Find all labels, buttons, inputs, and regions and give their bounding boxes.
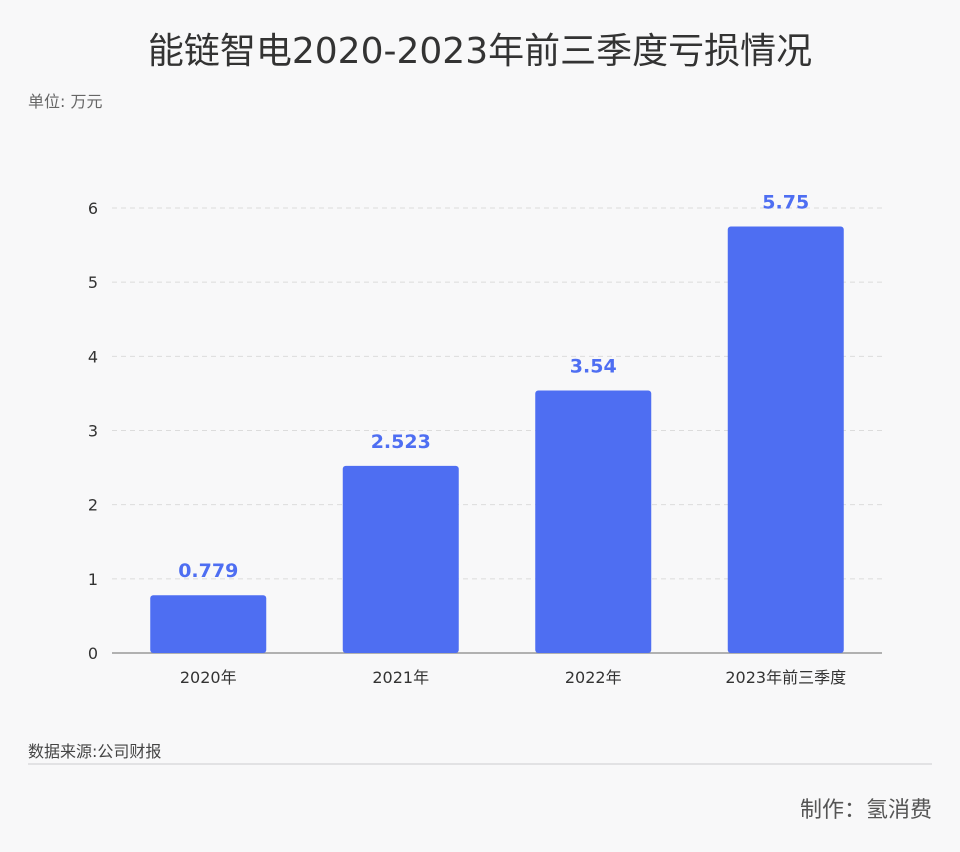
y-tick-label: 1 xyxy=(88,570,98,589)
bar-chart: 0 1 2 3 4 5 6 0.779 2020年 2.523 2021年 3.54 2022年 5.75… xyxy=(88,192,882,687)
footer-divider xyxy=(28,763,932,765)
bar xyxy=(342,465,459,653)
bar xyxy=(727,226,844,653)
unit-label: 单位: 万元 xyxy=(28,92,103,111)
y-tick-label: 6 xyxy=(88,199,98,218)
y-tick-label: 3 xyxy=(88,422,98,441)
bar xyxy=(535,390,652,653)
y-tick-label: 5 xyxy=(88,273,98,292)
data-source-label: 数据来源:公司财报 xyxy=(28,742,162,761)
data-label: 2.523 xyxy=(371,431,431,453)
x-tick-label: 2022年 xyxy=(565,668,622,687)
data-label: 0.779 xyxy=(178,560,238,582)
chart-title: 能链智电2020-2023年前三季度亏损情况 xyxy=(147,31,813,72)
data-label: 5.75 xyxy=(762,192,809,214)
data-label: 3.54 xyxy=(570,355,617,377)
x-tick-label: 2020年 xyxy=(180,668,237,687)
y-tick-label: 4 xyxy=(88,347,98,366)
x-tick-label: 2023年前三季度 xyxy=(725,668,846,687)
bar xyxy=(150,595,267,653)
x-tick-label: 2021年 xyxy=(372,668,429,687)
y-tick-label: 0 xyxy=(88,644,98,663)
maker-credit: 制作：氢消费 xyxy=(799,798,932,823)
y-tick-label: 2 xyxy=(88,496,98,515)
